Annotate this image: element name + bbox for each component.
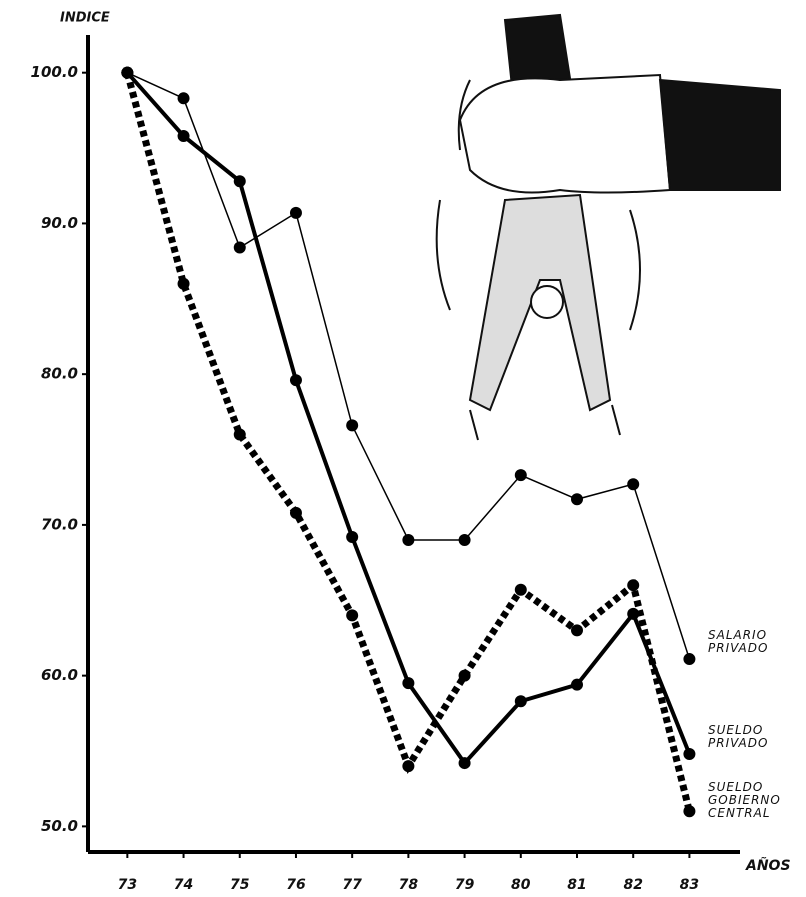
y-tick-label: 100.0 [31, 63, 78, 81]
data-point [515, 584, 527, 596]
page: INDICE AÑOS 50.0 60.0 70.0 80.0 90.0 100.0 73 7… [0, 0, 806, 897]
data-point [121, 67, 133, 79]
data-point [290, 207, 302, 219]
series-label: SUELDO GOBIERNO CENTRAL [708, 781, 786, 820]
data-point [234, 175, 246, 187]
data-point [571, 679, 583, 691]
data-point [571, 493, 583, 505]
data-point [459, 534, 471, 546]
x-tick-label: 76 [286, 877, 306, 893]
data-point [234, 242, 246, 254]
data-point [683, 805, 695, 817]
data-point [402, 760, 414, 772]
data-point [290, 507, 302, 519]
data-point [346, 419, 358, 431]
series-label: SUELDO PRIVADO [708, 724, 786, 750]
data-point [234, 428, 246, 440]
x-tick-label: 77 [342, 877, 362, 893]
x-tick-label: 81 [567, 877, 586, 893]
data-point [178, 92, 190, 104]
cartoon [437, 15, 780, 440]
x-tick-label: 82 [623, 877, 642, 893]
data-point [515, 469, 527, 481]
data-point [178, 278, 190, 290]
y-tick-label: 50.0 [41, 817, 78, 835]
x-tick-label: 78 [399, 877, 419, 893]
data-point [683, 653, 695, 665]
series-label: SALARIO PRIVADO [708, 629, 786, 655]
data-point [627, 478, 639, 490]
data-point [346, 609, 358, 621]
data-point [178, 130, 190, 142]
data-point [459, 670, 471, 682]
data-point [571, 624, 583, 636]
x-tick-label: 83 [680, 877, 699, 893]
x-axis-label: AÑOS [745, 857, 791, 874]
x-tick-label: 73 [118, 877, 137, 893]
y-tick-label: 70.0 [41, 515, 78, 533]
x-tick-label: 74 [174, 877, 193, 893]
y-tick-label: 60.0 [41, 666, 78, 684]
x-tick-label: 75 [230, 877, 250, 893]
data-point [402, 534, 414, 546]
data-point [515, 695, 527, 707]
y-axis-label: INDICE [60, 11, 110, 26]
data-point [459, 757, 471, 769]
y-tick-label: 80.0 [41, 365, 78, 383]
x-tick-label: 80 [511, 877, 531, 893]
data-point [402, 677, 414, 689]
data-point [290, 374, 302, 386]
data-point [683, 748, 695, 760]
x-tick-label: 79 [455, 877, 475, 893]
data-point [346, 531, 358, 543]
chart: INDICE AÑOS 50.0 60.0 70.0 80.0 90.0 100.0 73 7… [0, 0, 806, 897]
data-point [627, 579, 639, 591]
y-tick-label: 90.0 [41, 214, 78, 232]
